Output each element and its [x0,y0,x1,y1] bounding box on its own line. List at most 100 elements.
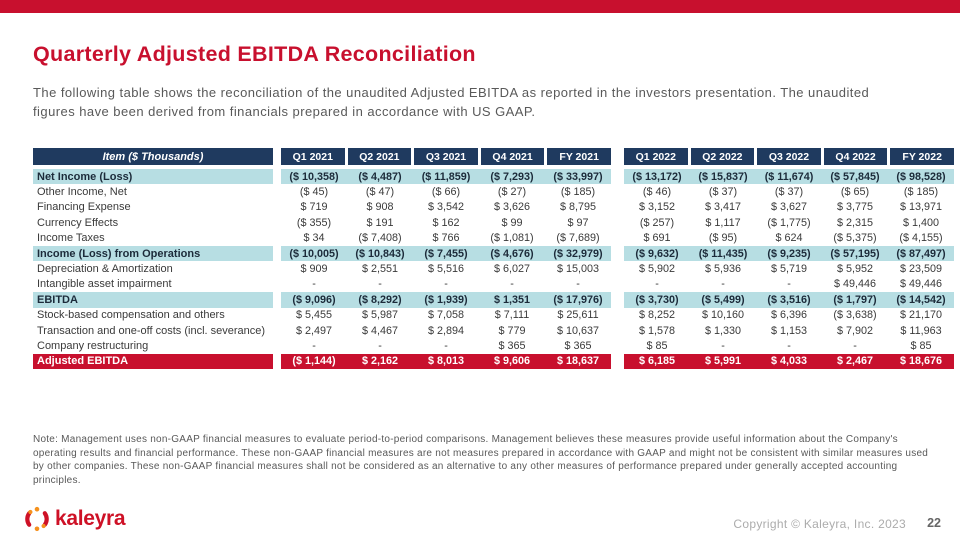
row-values-group: ($ 355) $ 191 $ 162 $ 99 $ 97 [281,215,611,230]
cell-value: $ 1,117 [705,216,741,229]
row-values-group: $ 5,455 $ 5,987 $ 7,058 $ 7,111 $ 25,611 [281,308,611,323]
row-label: Other Income, Net [37,186,127,199]
cell-value: $ 11,963 [900,324,942,337]
cell-value: $ 1,153 [770,324,808,337]
row-label: Intangible asset impairment [37,278,172,291]
row-label: Income (Loss) from Operations [33,245,273,262]
cell-value: $ 23,509 [899,263,943,276]
column-gap [273,338,281,353]
cell-value: ($ 7,408) [358,232,402,245]
cell-value: $ 2,551 [361,263,399,276]
cell-value: $ 6,027 [493,263,531,276]
cell-value: $ 719 [300,201,328,214]
cell-value: $ 6,185 [638,355,676,368]
row-values-group: ----- [281,277,611,292]
cell-value: $ 8,252 [638,309,676,322]
cell-value: $ 6,396 [770,309,808,322]
column-header: Q2 2022 [690,148,755,165]
table-row: Income (Loss) from Operations ($ 10,005) (… [33,245,954,262]
cell-value: $ 2,162 [361,355,399,368]
cell-value: ($ 47) [365,186,395,199]
cell-value: $ 1,578 [638,324,676,337]
row-values-group: $ 8,252 $ 10,160 $ 6,396 ($ 3,638) $ 21,170 [624,308,954,323]
row-values-group: $ 2,497 $ 4,467 $ 2,894 $ 779 $ 10,637 [281,323,611,338]
cell-value: ($ 3,516) [767,293,811,306]
cell-value: ($ 5,499) [701,293,745,306]
row-values-group: $ 909 $ 2,551 $ 5,516 $ 6,027 $ 15,003 [281,261,611,276]
company-logo: kaleyra [24,506,126,532]
cell-value: - [510,278,514,291]
cell-value: ($ 33,997) [553,170,603,183]
column-gap [611,261,624,276]
row-values-group: $ 691 ($ 95) $ 624 ($ 5,375) ($ 4,155) [624,231,954,246]
table-row: EBITDA ($ 9,096) ($ 8,292) ($ 1,939) $ 1,351… [33,292,954,308]
column-header: Q4 2022 [823,148,888,165]
cell-value: ($ 13,172) [632,170,682,183]
cell-value: ($ 4,155) [899,232,943,245]
cell-value: $ 10,637 [556,324,600,337]
column-gap [273,354,281,369]
accent-top-bar [0,0,960,13]
cell-value: ($ 9,096) [292,293,336,306]
cell-value: - [576,278,580,291]
cell-value: ($ 185) [903,186,939,199]
cell-value: $ 691 [643,232,671,245]
column-header: Q3 2022 [757,148,821,165]
cell-value: ($ 87,497) [896,247,946,260]
column-gap [273,292,281,307]
cell-value: $ 85 [910,339,932,352]
cell-value: $ 99 [501,216,523,229]
cell-value: ($ 355) [296,216,332,229]
cell-value: ($ 1,144) [292,355,336,368]
header-group-2021: Q1 2021 Q2 2021 Q3 2021 Q4 2021 FY 2021 [281,148,611,165]
cell-value: - [312,339,316,352]
cell-value: $ 7,111 [494,309,530,322]
cell-value: $ 15,003 [556,263,600,276]
cell-value: - [787,278,791,291]
cell-value: ($ 10,843) [355,247,405,260]
table-row: Adjusted EBITDA ($ 1,144) $ 2,162 $ 8,013 $ … [33,353,954,370]
row-values-group: $ 5,902 $ 5,936 $ 5,719 $ 5,952 $ 23,509 [624,261,954,276]
item-column-header: Item ($ Thousands) [33,148,273,165]
cell-value: ($ 27) [497,186,527,199]
header-group-2022: Q1 2022 Q2 2022 Q3 2022 Q4 2022 FY 2022 [624,148,954,165]
column-gap [611,323,624,338]
cell-value: ($ 257) [639,216,675,229]
column-header: Q2 2021 [347,148,412,165]
column-gap [273,148,281,165]
cell-value: $ 5,952 [836,263,874,276]
row-values-group: $ 34 ($ 7,408) $ 766 ($ 1,081) ($ 7,689) [281,231,611,246]
cell-value: $ 5,902 [638,263,676,276]
cell-value: $ 3,417 [704,201,742,214]
column-gap [273,277,281,292]
column-gap [611,354,624,369]
row-values-group: ($ 10,358) ($ 4,487) ($ 11,859) ($ 7,293) ($… [281,169,611,185]
row-values-group: $ 85 - - - $ 85 [624,338,954,353]
cell-value: ($ 10,358) [289,170,339,183]
cell-value: - [853,339,857,352]
cell-value: ($ 45) [299,186,329,199]
cell-value: $ 5,516 [427,263,465,276]
cell-value: $ 3,626 [493,201,531,214]
cell-value: $ 191 [366,216,394,229]
column-gap [611,246,624,261]
column-gap [273,200,281,215]
table-row: Net Income (Loss) ($ 10,358) ($ 4,487) ($ 1… [33,169,954,185]
table-row: Financing Expense $ 719 $ 908 $ 3,542 $ 3,62… [33,200,954,215]
cell-value: - [312,278,316,291]
cell-value: ($ 46) [642,186,672,199]
cell-value: $ 34 [303,232,325,245]
cell-value: ($ 1,081) [490,232,534,245]
table-row: Intangible asset impairment - - - - - - - - $ 49,… [33,277,954,292]
row-label: Company restructuring [37,339,149,352]
cell-value: ($ 95) [708,232,738,245]
cell-value: ($ 1,797) [833,293,877,306]
column-gap [273,215,281,230]
cell-value: $ 18,676 [899,355,943,368]
cell-value: $ 2,497 [295,324,333,337]
cell-value: ($ 9,235) [767,247,811,260]
cell-value: ($ 10,005) [289,247,339,260]
row-label: Transaction and one-off costs (incl. sev… [37,324,266,337]
cell-value: $ 49,446 [833,278,877,291]
reconciliation-table: Item ($ Thousands) Q1 2021 Q2 2021 Q3 2021… [33,148,954,370]
